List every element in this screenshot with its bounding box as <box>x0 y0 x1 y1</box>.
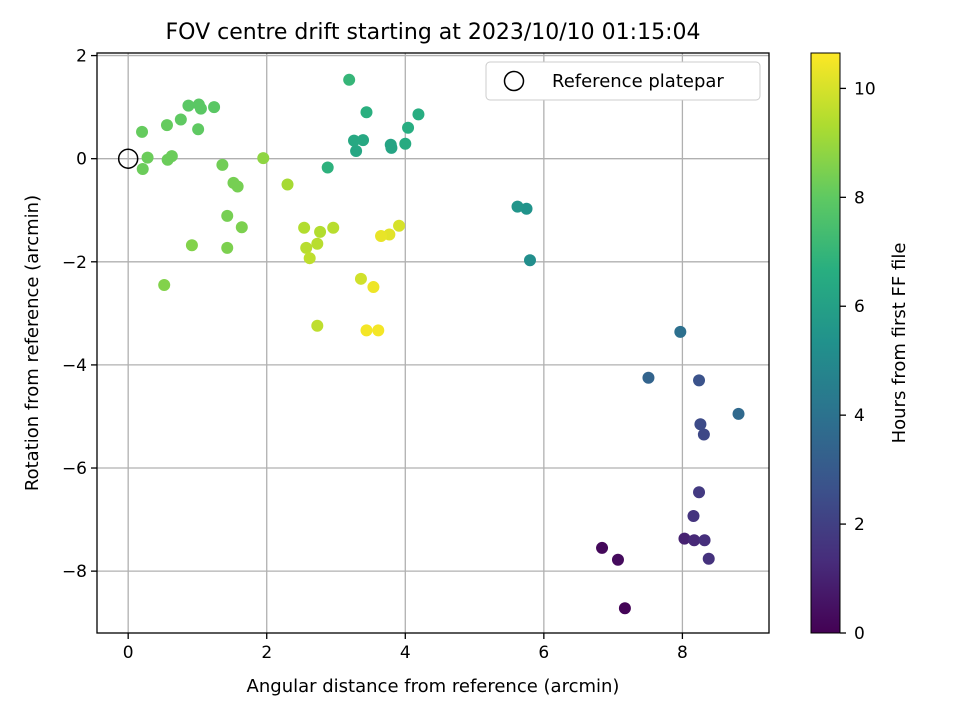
legend-marker <box>503 70 525 92</box>
legend-label: Reference platepar <box>552 71 724 92</box>
data-point <box>231 180 244 193</box>
data-point <box>160 119 173 132</box>
data-point <box>693 486 706 499</box>
x-tick-label: 8 <box>677 643 688 663</box>
y-tick-label: 0 <box>76 150 87 170</box>
data-point <box>321 161 334 174</box>
data-point <box>327 221 340 234</box>
data-point <box>511 200 524 213</box>
data-point <box>216 158 229 171</box>
data-point <box>372 324 385 337</box>
legend-box <box>485 61 761 101</box>
data-point <box>357 134 370 147</box>
colorbar-tick-label: 6 <box>854 297 865 317</box>
data-point <box>678 532 691 545</box>
data-point <box>158 279 171 291</box>
data-point <box>314 225 327 238</box>
data-point <box>702 552 715 565</box>
data-point <box>360 106 373 119</box>
data-point <box>385 141 398 154</box>
data-point <box>693 374 706 387</box>
data-point <box>375 230 388 243</box>
data-point <box>688 534 701 547</box>
y-axis-ticks: 2 0 −2 −4 −6 −8 <box>62 47 97 582</box>
data-point <box>611 553 624 566</box>
data-point <box>281 178 294 191</box>
data-point <box>618 602 631 615</box>
x-axis-label: Angular distance from reference (arcmin) <box>247 676 620 697</box>
colorbar-tick-label: 2 <box>854 515 865 535</box>
grid <box>97 53 769 633</box>
data-point <box>303 252 316 265</box>
data-point <box>367 281 380 294</box>
colorbar-gradient <box>810 52 841 634</box>
y-tick-label: 2 <box>76 47 87 67</box>
data-point <box>208 101 221 114</box>
data-point <box>399 137 412 150</box>
x-tick-label: 6 <box>538 643 549 663</box>
data-point <box>523 254 536 267</box>
data-point <box>687 509 700 522</box>
data-point <box>642 371 655 384</box>
data-point <box>298 221 311 234</box>
data-point <box>221 241 234 254</box>
x-tick-label: 0 <box>123 643 134 663</box>
data-point <box>136 125 149 138</box>
data-point <box>141 151 154 164</box>
data-point <box>698 534 711 547</box>
data-point <box>235 221 248 234</box>
data-point <box>348 134 361 147</box>
chart-title: FOV centre drift starting at 2023/10/10 … <box>166 20 701 45</box>
y-tick-label: −4 <box>62 356 87 376</box>
y-tick-label: −6 <box>62 459 87 479</box>
data-point <box>257 152 270 165</box>
colorbar-tick-label: 10 <box>854 79 876 99</box>
colorbar-tick-label: 0 <box>854 624 865 644</box>
data-point <box>520 202 533 215</box>
data-point <box>360 324 373 337</box>
data-point <box>192 123 205 136</box>
reference-marker <box>117 148 139 169</box>
data-points <box>136 73 745 615</box>
data-point <box>697 428 710 441</box>
y-tick-label: −2 <box>62 253 87 273</box>
colorbar-label: Hours from first FF file <box>889 243 910 444</box>
data-point <box>694 418 707 431</box>
colorbar-tick-label: 8 <box>854 188 865 208</box>
plot-frame <box>96 52 770 634</box>
data-point <box>311 319 324 332</box>
data-point <box>311 237 324 250</box>
data-point <box>174 113 187 126</box>
data-point <box>221 209 234 222</box>
data-point <box>165 150 178 163</box>
data-point <box>350 144 363 157</box>
x-tick-label: 2 <box>261 643 272 663</box>
colorbar-tick-label: 4 <box>854 406 865 426</box>
data-point <box>185 239 198 252</box>
data-point <box>194 102 207 115</box>
colorbar: 0 2 4 6 8 10 Hours from first FF file <box>810 52 910 644</box>
data-point <box>393 219 406 232</box>
x-tick-label: 4 <box>400 643 411 663</box>
data-point <box>343 73 356 86</box>
data-point <box>354 272 367 285</box>
data-point <box>596 541 609 554</box>
data-point <box>300 241 313 254</box>
colorbar-ticks: 0 2 4 6 8 10 <box>840 79 876 644</box>
data-point <box>402 121 415 134</box>
y-axis-label: Rotation from reference (arcmin) <box>22 195 43 491</box>
data-point <box>182 99 195 112</box>
legend: Reference platepar <box>485 61 761 101</box>
data-point <box>674 325 687 338</box>
y-tick-label: −8 <box>62 562 87 582</box>
x-axis-ticks: 0 2 4 6 8 <box>123 633 688 663</box>
data-point <box>412 108 425 121</box>
data-point <box>136 163 149 175</box>
data-point <box>732 407 745 420</box>
